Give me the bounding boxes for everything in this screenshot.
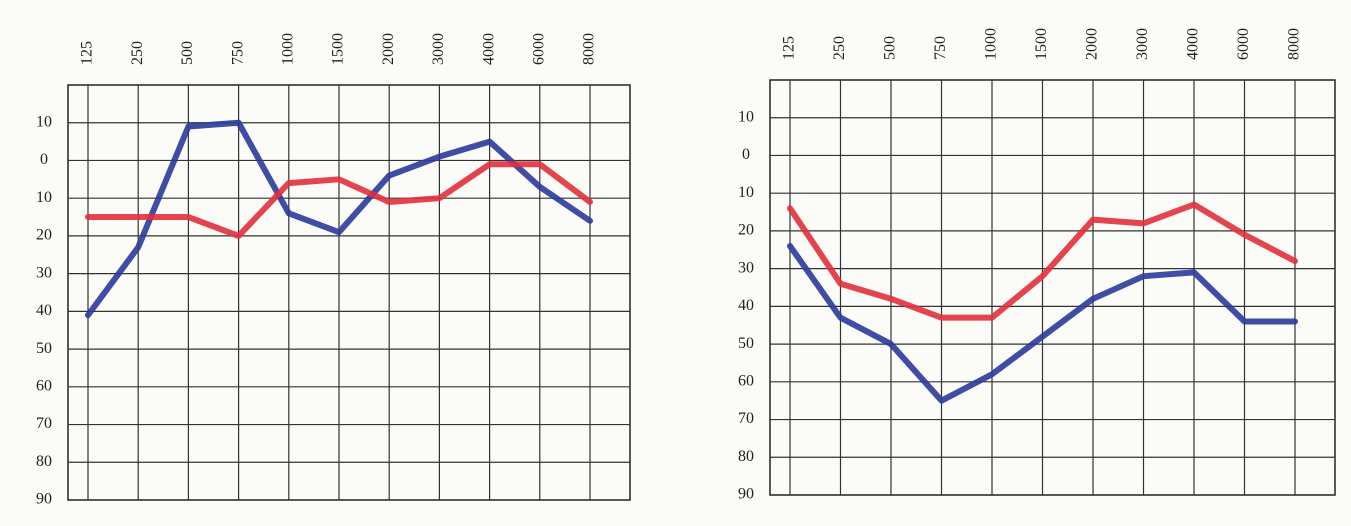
y-tick-label: 90 [36,491,52,508]
y-tick-label: 80 [36,453,52,470]
x-tick-label: 125 [781,36,798,60]
x-tick-label: 250 [831,36,848,60]
x-tick-label: 2000 [380,33,397,65]
x-tick-label: 1500 [1033,28,1050,60]
plot-frame [67,84,631,501]
series-line [85,119,593,319]
y-tick-label: 40 [36,302,52,319]
x-tick-label: 750 [229,41,246,65]
x-tick-label: 8000 [581,33,598,65]
x-tick-label: 3000 [1134,28,1151,60]
y-tick-label: 40 [738,297,754,314]
x-tick-label: 1000 [983,28,1000,60]
y-tick-label: 30 [738,259,754,276]
x-tick-label: 4000 [1185,28,1202,60]
y-tick-label: 0 [742,146,750,163]
y-tick-label: 30 [36,264,52,281]
y-tick-label: 10 [36,189,52,206]
y-tick-label: 70 [36,415,52,432]
x-tick-label: 1000 [279,33,296,65]
x-tick-label: 8000 [1286,28,1303,60]
x-tick-label: 250 [129,41,146,65]
series-line [787,201,1298,321]
x-tick-label: 750 [932,36,949,60]
y-tick-label: 10 [738,108,754,125]
x-tick-label: 6000 [530,33,547,65]
series-line [787,243,1298,404]
y-tick-label: 20 [36,227,52,244]
x-tick-label: 125 [79,41,96,65]
x-tick-label: 6000 [1235,28,1252,60]
x-tick-label: 3000 [430,33,447,65]
y-tick-label: 0 [40,151,48,168]
y-tick-label: 60 [36,377,52,394]
series-line [85,161,593,239]
y-tick-label: 80 [738,448,754,465]
y-tick-label: 10 [738,184,754,201]
y-tick-label: 50 [36,340,52,357]
y-tick-label: 90 [738,486,754,503]
y-tick-label: 50 [738,335,754,352]
y-tick-label: 60 [738,372,754,389]
x-tick-label: 500 [882,36,899,60]
x-tick-label: 4000 [480,33,497,65]
y-tick-label: 10 [36,113,52,130]
x-tick-label: 1500 [330,33,347,65]
x-tick-label: 500 [179,41,196,65]
x-tick-label: 2000 [1084,28,1101,60]
plot-frame [769,79,1336,496]
y-tick-label: 70 [738,410,754,427]
y-tick-label: 20 [738,222,754,239]
